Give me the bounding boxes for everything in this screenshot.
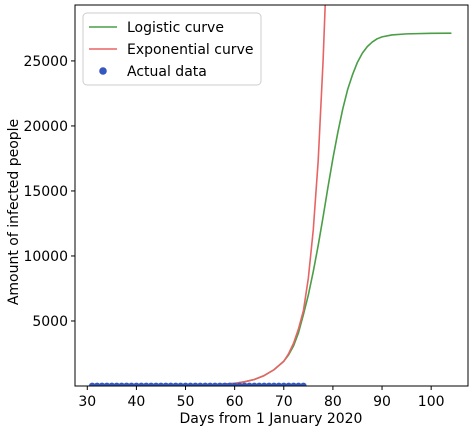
x-tick-label: 90 [373, 394, 391, 410]
y-tick-label: 10000 [23, 249, 68, 265]
data-point [192, 382, 199, 386]
data-point [295, 382, 302, 386]
data-point [251, 382, 258, 386]
data-point [103, 382, 111, 386]
data-point [147, 382, 155, 386]
data-point [128, 382, 135, 386]
y-axis: 5000 10000 15000 20000 25000 [23, 54, 75, 330]
data-point [157, 382, 165, 386]
data-point [133, 382, 140, 386]
y-tick-label: 20000 [23, 119, 68, 135]
data-point [290, 382, 297, 386]
x-tick-label: 40 [127, 394, 145, 410]
legend-label: Actual data [127, 64, 207, 80]
data-point [216, 382, 224, 386]
data-point [206, 382, 214, 386]
data-point [196, 382, 204, 386]
x-axis: 30 40 50 60 70 80 90 100 [78, 386, 445, 410]
data-point [260, 382, 268, 386]
data-point [172, 382, 180, 386]
data-point [236, 382, 243, 386]
data-point [221, 382, 229, 386]
data-point [265, 382, 273, 386]
x-tick-label: 60 [226, 394, 244, 410]
data-point [113, 382, 121, 386]
data-point [201, 382, 209, 386]
data-point [255, 382, 263, 386]
data-point [226, 382, 234, 386]
data-point [187, 382, 194, 386]
data-point [211, 382, 219, 386]
data-point [88, 382, 96, 386]
x-axis-label: Days from 1 January 2020 [180, 411, 363, 427]
data-point [138, 382, 145, 386]
data-point [280, 382, 288, 386]
data-point [93, 382, 101, 386]
data-point [152, 382, 160, 386]
plot-frame [74, 4, 469, 387]
legend-swatch [99, 67, 107, 75]
y-tick-label: 5000 [32, 314, 68, 330]
data-point [275, 382, 283, 386]
series-layer [88, 5, 452, 386]
data-point [300, 382, 307, 386]
data-point [231, 382, 238, 386]
x-tick-label: 100 [418, 394, 445, 410]
legend-box [82, 12, 262, 86]
data-point [241, 382, 248, 386]
legend: Logistic curve Exponential curve Actual da… [82, 12, 262, 86]
legend-label: Logistic curve [127, 20, 224, 36]
data-point [142, 382, 150, 386]
x-tick-label: 50 [177, 394, 195, 410]
data-point [270, 382, 278, 386]
data-point [162, 382, 170, 386]
x-tick-label: 70 [275, 394, 293, 410]
data-point [123, 382, 130, 386]
y-tick-label: 15000 [23, 184, 68, 200]
data-point [167, 382, 175, 386]
data-point [285, 382, 292, 386]
data-point [177, 382, 184, 386]
y-axis-label: Amount of infected people [6, 119, 22, 305]
x-tick-label: 30 [78, 394, 96, 410]
data-point [98, 382, 106, 386]
legend-label: Exponential curve [127, 42, 253, 58]
data-point [118, 382, 125, 386]
data-point [108, 382, 116, 386]
data-point [246, 382, 253, 386]
x-tick-label: 80 [324, 394, 342, 410]
y-tick-label: 25000 [23, 54, 68, 70]
data-point [182, 382, 189, 386]
